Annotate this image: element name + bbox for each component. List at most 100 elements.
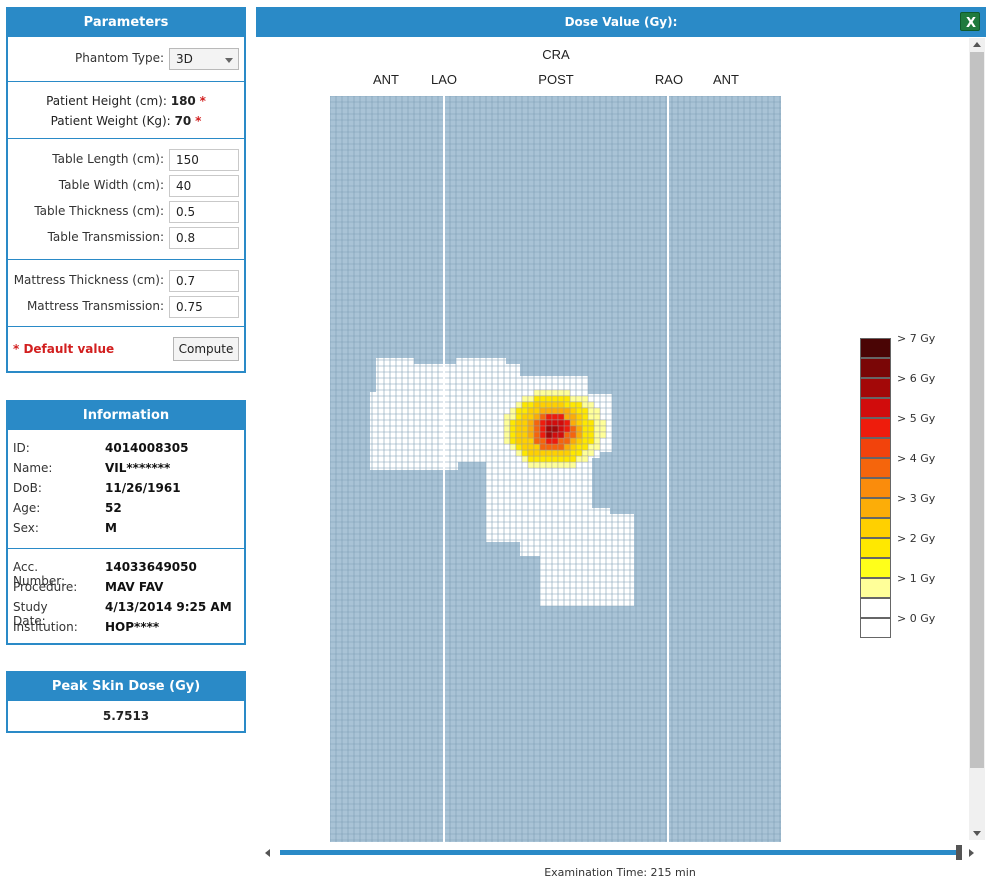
dose-cell xyxy=(527,461,535,469)
time-slider-track[interactable] xyxy=(280,850,958,855)
dose-cell xyxy=(557,455,565,463)
dose-cell xyxy=(593,437,601,445)
dose-cell xyxy=(533,425,541,433)
dose-cell xyxy=(575,395,583,403)
legend-label: > 7 Gy xyxy=(897,332,936,345)
dose-cell xyxy=(539,425,547,433)
dose-cell xyxy=(533,455,541,463)
dose-cell xyxy=(533,389,541,397)
dose-cell xyxy=(515,419,523,427)
dose-cell xyxy=(551,461,559,469)
dose-cell xyxy=(545,389,553,397)
dose-cell xyxy=(545,449,553,457)
dose-cell xyxy=(527,449,535,457)
dose-cell xyxy=(563,407,571,415)
table-length-label: Table Length (cm): xyxy=(52,152,164,166)
table-length-row: Table Length (cm): xyxy=(8,149,244,171)
dose-cell xyxy=(515,443,523,451)
dose-cell xyxy=(527,395,535,403)
dose-cell xyxy=(563,455,571,463)
dose-cell xyxy=(581,401,589,409)
phantom-type-value: 3D xyxy=(176,52,193,66)
dose-cell xyxy=(587,443,595,451)
dose-cell xyxy=(575,401,583,409)
scrollbar-thumb[interactable] xyxy=(970,52,984,768)
dose-cell xyxy=(539,395,547,403)
slider-right-icon[interactable] xyxy=(969,849,974,857)
dose-cell xyxy=(533,413,541,421)
excel-export-icon[interactable] xyxy=(960,9,980,39)
dose-cell xyxy=(503,425,511,433)
mattress-thickness-label: Mattress Thickness (cm): xyxy=(13,273,164,287)
compute-button[interactable]: Compute xyxy=(173,337,239,361)
vertical-scrollbar[interactable] xyxy=(969,38,985,840)
slider-left-icon[interactable] xyxy=(265,849,270,857)
time-slider-thumb[interactable] xyxy=(956,845,962,860)
table-transmission-input[interactable] xyxy=(169,227,239,249)
dose-cell xyxy=(521,443,529,451)
required-star: * xyxy=(195,114,202,128)
dose-cell xyxy=(557,461,565,469)
dose-cell xyxy=(521,401,529,409)
phantom-section: Phantom Type: 3D xyxy=(8,37,244,81)
dose-cell xyxy=(599,425,607,433)
dose-cell xyxy=(563,419,571,427)
dose-cell xyxy=(515,407,523,415)
dose-cell xyxy=(533,443,541,451)
dose-cell xyxy=(509,413,517,421)
dose-cell xyxy=(527,401,535,409)
dose-cell xyxy=(557,431,565,439)
dose-cell xyxy=(509,437,517,445)
legend-label: > 0 Gy xyxy=(897,612,936,625)
dose-cell xyxy=(599,431,607,439)
examination-time: Examination Time: 215 min xyxy=(544,866,696,879)
dose-cell xyxy=(569,425,577,433)
procedure-label: Procedure: xyxy=(13,580,78,594)
dose-cell xyxy=(545,413,553,421)
dose-cell xyxy=(575,449,583,457)
dose-cell xyxy=(539,455,547,463)
dose-cell xyxy=(503,437,511,445)
patient-height-value: 180 xyxy=(170,94,196,108)
peak-skin-dose-panel: Peak Skin Dose (Gy) 5.7513 xyxy=(6,671,246,733)
dose-cell xyxy=(575,431,583,439)
mattress-thickness-input[interactable] xyxy=(169,270,239,292)
patient-weight-value: 70 xyxy=(174,114,192,128)
mattress-thickness-row: Mattress Thickness (cm): xyxy=(8,270,244,292)
table-length-input[interactable] xyxy=(169,149,239,171)
dose-cell xyxy=(569,431,577,439)
required-star: * xyxy=(199,94,206,108)
dose-cell xyxy=(563,461,571,469)
dose-cell xyxy=(587,401,595,409)
default-value-note: * Default value xyxy=(13,342,115,356)
dose-cell xyxy=(575,407,583,415)
dose-cell xyxy=(587,449,595,457)
dose-cell xyxy=(509,407,517,415)
parameters-panel: Parameters Phantom Type: 3D Patient Heig… xyxy=(6,7,246,373)
legend-swatch xyxy=(860,438,891,458)
dose-cell xyxy=(515,449,523,457)
dose-cell xyxy=(521,413,529,421)
dose-cell xyxy=(569,401,577,409)
dose-cell xyxy=(521,395,529,403)
dose-cell xyxy=(539,407,547,415)
phantom-type-select[interactable]: 3D xyxy=(169,48,239,70)
study-info-section: Acc. Number: 14033649050 Procedure: MAV … xyxy=(8,548,244,643)
mattress-section: Mattress Thickness (cm): Mattress Transm… xyxy=(8,259,244,326)
dose-cell xyxy=(533,395,541,403)
dose-cell xyxy=(527,413,535,421)
scroll-up-icon[interactable] xyxy=(973,42,981,47)
dose-cell xyxy=(545,407,553,415)
dose-cell xyxy=(569,419,577,427)
mattress-transmission-input[interactable] xyxy=(169,296,239,318)
dose-cell xyxy=(599,419,607,427)
table-thickness-input[interactable] xyxy=(169,201,239,223)
dose-cell xyxy=(521,425,529,433)
dose-cell xyxy=(557,443,565,451)
legend-swatch xyxy=(860,378,891,398)
table-thickness-row: Table Thickness (cm): xyxy=(8,201,244,223)
dose-cell xyxy=(539,449,547,457)
name-label: Name: xyxy=(13,461,53,475)
table-width-input[interactable] xyxy=(169,175,239,197)
scroll-down-icon[interactable] xyxy=(973,831,981,836)
